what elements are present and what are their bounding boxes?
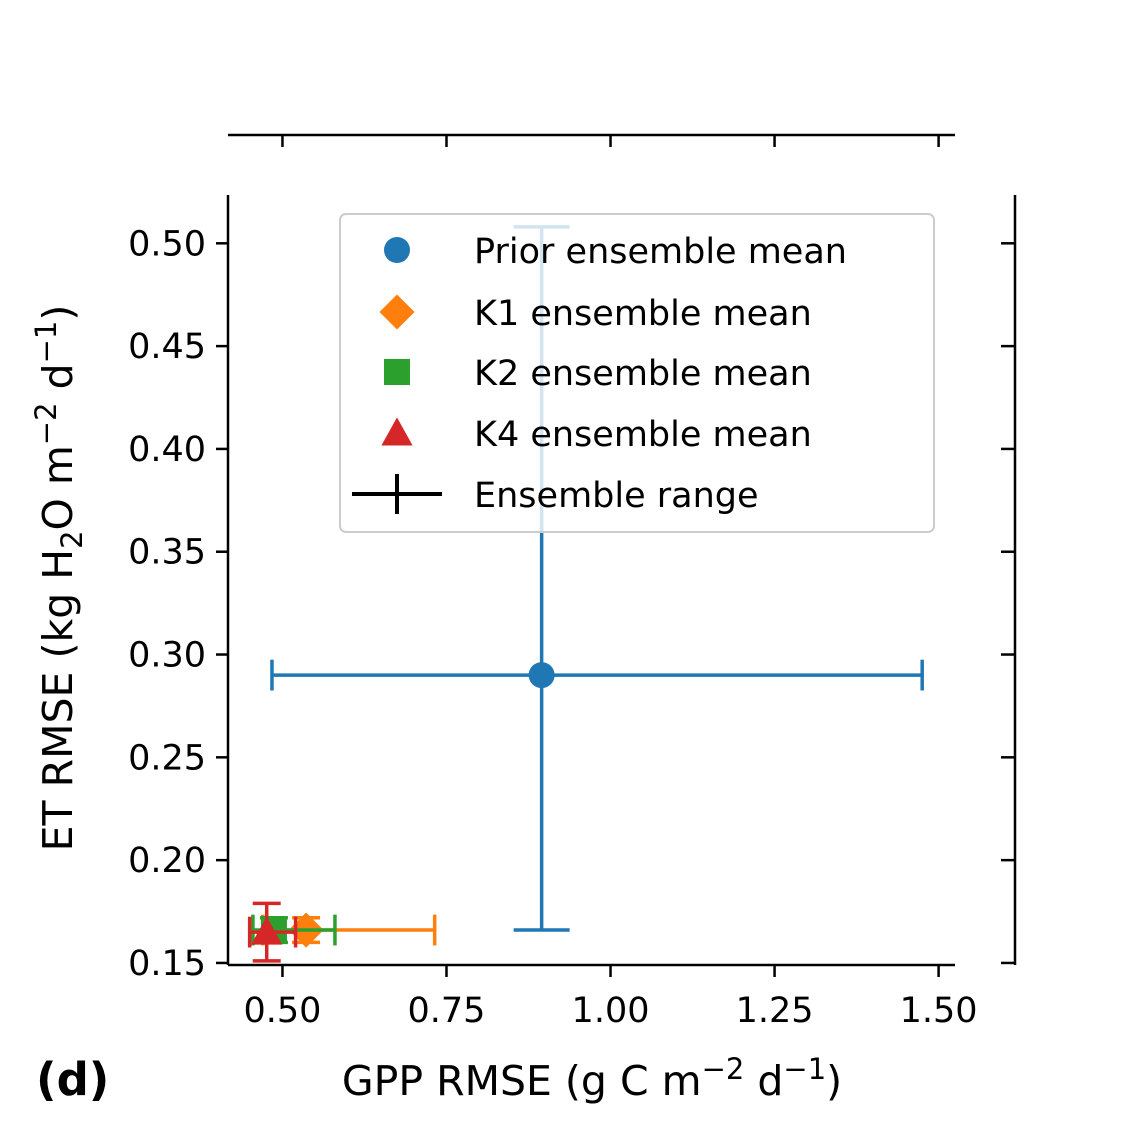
legend-label: K2 ensemble mean	[474, 354, 812, 394]
y-tick-label: 0.50	[128, 224, 206, 264]
data-point	[528, 662, 555, 689]
y-tick-label: 0.30	[128, 636, 206, 676]
data-point	[251, 916, 283, 945]
top-axis-ticks	[281, 135, 940, 147]
legend-marker	[384, 359, 410, 385]
y-tick-label: 0.25	[128, 738, 206, 778]
x-axis-ticks: 0.50 0.75 1.00 1.25 1.50	[243, 965, 978, 1031]
legend-marker	[381, 417, 413, 446]
legend-marker	[379, 294, 415, 330]
y-tick-label: 0.20	[128, 841, 206, 881]
legend-marker	[384, 237, 410, 263]
panel-label: (d)	[36, 1053, 109, 1106]
x-tick-label: 0.50	[243, 991, 321, 1031]
x-tick-label: 0.75	[408, 991, 486, 1031]
y-tick-label: 0.35	[128, 533, 206, 573]
legend-entries: Prior ensemble mean K1 ensemble mean K2 en…	[352, 232, 847, 516]
main-axes	[226, 195, 955, 967]
legend-label: K4 ensemble mean	[474, 415, 812, 455]
right-axis-ticks	[1001, 242, 1015, 965]
legend-box	[339, 213, 935, 533]
right-axis	[1001, 195, 1017, 965]
y-tick-label: 0.45	[128, 327, 206, 367]
x-tick-label: 1.00	[572, 991, 650, 1031]
y-tick-label: 0.15	[128, 944, 206, 984]
y-axis-label: ET RMSE (kg H2O m−2 d−1)	[29, 305, 89, 852]
legend: Prior ensemble mean K1 ensemble mean K2 en…	[339, 213, 935, 533]
top-axis	[228, 133, 955, 147]
series-triangle	[247, 901, 298, 963]
y-tick-label: 0.40	[128, 430, 206, 470]
x-axis-label: GPP RMSE (g C m−2 d−1)	[342, 1052, 842, 1105]
x-tick-label: 1.50	[900, 991, 978, 1031]
legend-label: Prior ensemble mean	[474, 232, 847, 272]
y-axis-ticks: 0.15 0.20 0.25 0.30 0.35 0.40 0.45 0.50	[128, 224, 228, 984]
legend-label: Ensemble range	[474, 476, 759, 516]
legend-label: K1 ensemble mean	[474, 294, 812, 334]
plot-area	[247, 225, 924, 963]
x-tick-label: 1.25	[736, 991, 814, 1031]
